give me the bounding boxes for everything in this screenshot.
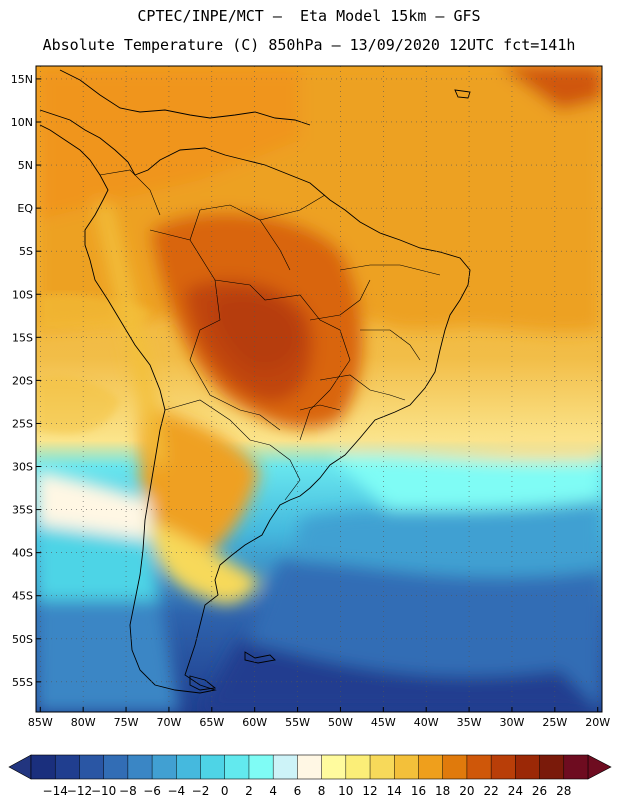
colorbar-swatch bbox=[297, 755, 322, 779]
longitude-label: 70W bbox=[156, 716, 181, 729]
map-title-line-2: Absolute Temperature (C) 850hPa – 13/09/… bbox=[42, 36, 576, 54]
colorbar-label: −12 bbox=[67, 784, 92, 798]
colorbar-swatch bbox=[394, 755, 419, 779]
colorbar-swatch bbox=[176, 755, 201, 779]
colorbar-label: 18 bbox=[435, 784, 450, 798]
colorbar-label: −2 bbox=[192, 784, 210, 798]
colorbar-swatch bbox=[466, 755, 492, 779]
colorbar-swatch bbox=[515, 755, 540, 779]
colorbar-swatch bbox=[491, 755, 516, 779]
colorbar-swatch bbox=[345, 755, 371, 779]
map-frame bbox=[35, 65, 603, 713]
colorbar-swatch bbox=[127, 755, 153, 779]
longitude-label: 60W bbox=[242, 716, 267, 729]
longitude-label: 80W bbox=[71, 716, 96, 729]
colorbar-label: 8 bbox=[318, 784, 326, 798]
latitude-label: 30S bbox=[12, 461, 33, 474]
longitude-label: 75W bbox=[114, 716, 139, 729]
latitude-label: 55S bbox=[12, 676, 33, 689]
latitude-label: EQ bbox=[17, 202, 33, 215]
longitude-label: 65W bbox=[199, 716, 224, 729]
colorbar-swatch bbox=[31, 755, 56, 779]
latitude-label: 20S bbox=[12, 374, 33, 387]
latitude-label: 40S bbox=[12, 547, 33, 560]
colorbar-label: 28 bbox=[556, 784, 571, 798]
colorbar-swatch bbox=[55, 755, 80, 779]
colorbar-swatch bbox=[370, 755, 395, 779]
latitude-label: 50S bbox=[12, 633, 33, 646]
colorbar-outline bbox=[30, 754, 589, 780]
latitude-label: 15N bbox=[11, 73, 33, 86]
latitude-label: 10N bbox=[11, 116, 33, 129]
colorbar-over-arrow bbox=[587, 754, 612, 780]
colorbar-swatch bbox=[224, 755, 250, 779]
colorbar-label: 10 bbox=[338, 784, 353, 798]
longitude-label: 50W bbox=[328, 716, 353, 729]
longitude-label: 85W bbox=[28, 716, 53, 729]
colorbar-label: 24 bbox=[508, 784, 523, 798]
colorbar-label: 6 bbox=[294, 784, 302, 798]
colorbar-label: 22 bbox=[483, 784, 498, 798]
country-borders bbox=[99, 169, 441, 501]
longitude-label: 20W bbox=[585, 716, 610, 729]
map-title-line-1: CPTEC/INPE/MCT – Eta Model 15km – GFS bbox=[137, 7, 481, 25]
colorbar-swatch bbox=[248, 755, 274, 779]
colorbar-label: 26 bbox=[532, 784, 547, 798]
colorbar-label: 12 bbox=[362, 784, 377, 798]
colorbar-label: 2 bbox=[245, 784, 253, 798]
longitude-label: 45W bbox=[371, 716, 396, 729]
colorbar-label: 20 bbox=[459, 784, 474, 798]
colorbar-swatch bbox=[321, 755, 347, 779]
latitude-label: 35S bbox=[12, 504, 33, 517]
colorbar-swatch bbox=[200, 755, 226, 779]
colorbar-swatch bbox=[418, 755, 443, 779]
longitude-label: 40W bbox=[414, 716, 439, 729]
colorbar-label: −14 bbox=[43, 784, 68, 798]
colorbar-swatch bbox=[152, 755, 177, 779]
colorbar-label: 0 bbox=[221, 784, 229, 798]
longitude-labels: 85W 80W 75W 70W 65W 60W 55W 50W 45W 40W 35W 30W 25W 2… bbox=[28, 707, 610, 729]
temperature-field bbox=[36, 66, 602, 712]
colorbar-swatch bbox=[103, 755, 129, 779]
latitude-label: 5S bbox=[19, 245, 33, 258]
longitude-label: 55W bbox=[285, 716, 310, 729]
latitude-label: 5N bbox=[18, 159, 33, 172]
coastline bbox=[39, 69, 471, 694]
colorbar: −14−12−10 −8 −6 −4 −2 0 2 4 6 8 10 12 14 16 18 20 22 24 26… bbox=[8, 754, 612, 798]
latitude-label: 15S bbox=[12, 331, 33, 344]
latitude-labels: 15N 10N 5N EQ 5S 10S 15S 20S 25S 30S 35S 40S 45S 50S 5… bbox=[11, 73, 41, 689]
colorbar-swatch bbox=[442, 755, 468, 779]
longitude-label: 25W bbox=[542, 716, 567, 729]
colorbar-label: 16 bbox=[411, 784, 426, 798]
colorbar-swatch bbox=[563, 755, 589, 779]
colorbar-label: 14 bbox=[387, 784, 402, 798]
longitude-label: 35W bbox=[457, 716, 482, 729]
colorbar-label: −10 bbox=[91, 784, 116, 798]
colorbar-label: −4 bbox=[167, 784, 185, 798]
colorbar-swatch bbox=[273, 755, 298, 779]
longitude-label: 30W bbox=[500, 716, 525, 729]
latitude-label: 25S bbox=[12, 417, 33, 430]
colorbar-label: 4 bbox=[269, 784, 277, 798]
colorbar-label: −6 bbox=[143, 784, 161, 798]
latitude-label: 10S bbox=[12, 288, 33, 301]
colorbar-swatch bbox=[539, 755, 565, 779]
colorbar-swatch bbox=[79, 755, 104, 779]
colorbar-label: −8 bbox=[119, 784, 137, 798]
latitude-label: 45S bbox=[12, 590, 33, 603]
colorbar-under-arrow bbox=[8, 754, 32, 780]
